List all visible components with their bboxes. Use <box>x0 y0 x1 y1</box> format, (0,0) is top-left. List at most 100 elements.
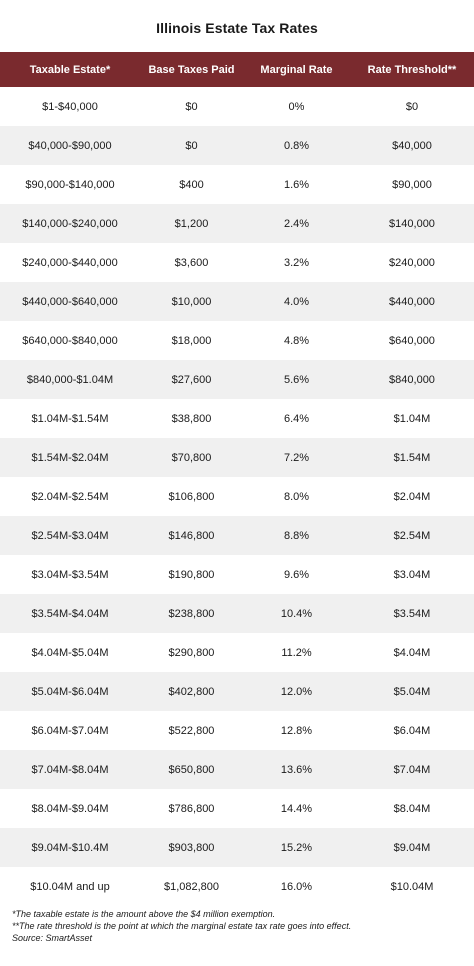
rate-threshold-cell: $640,000 <box>350 321 474 360</box>
rate-threshold-cell: $2.54M <box>350 516 474 555</box>
base-taxes-cell: $290,800 <box>140 633 243 672</box>
base-taxes-cell: $650,800 <box>140 750 243 789</box>
base-taxes-cell: $190,800 <box>140 555 243 594</box>
page-title: Illinois Estate Tax Rates <box>156 20 318 36</box>
table-row: $4.04M-$5.04M $290,800 11.2% $4.04M <box>0 633 474 672</box>
base-taxes-cell: $786,800 <box>140 789 243 828</box>
taxable-estate-cell: $5.04M-$6.04M <box>0 672 140 711</box>
marginal-rate-cell: 5.6% <box>243 360 350 399</box>
taxable-estate-cell: $7.04M-$8.04M <box>0 750 140 789</box>
taxable-estate-cell: $10.04M and up <box>0 867 140 906</box>
rate-threshold-cell: $5.04M <box>350 672 474 711</box>
marginal-rate-cell: 10.4% <box>243 594 350 633</box>
base-taxes-cell: $1,200 <box>140 204 243 243</box>
footnotes: *The taxable estate is the amount above … <box>12 908 351 944</box>
marginal-rate-cell: 4.0% <box>243 282 350 321</box>
taxable-estate-cell: $3.04M-$3.54M <box>0 555 140 594</box>
base-taxes-cell: $402,800 <box>140 672 243 711</box>
marginal-rate-cell: 3.2% <box>243 243 350 282</box>
base-taxes-cell: $70,800 <box>140 438 243 477</box>
rate-threshold-cell: $0 <box>350 87 474 126</box>
base-taxes-cell: $0 <box>140 87 243 126</box>
marginal-rate-cell: 16.0% <box>243 867 350 906</box>
footnote-rate-threshold: **The rate threshold is the point at whi… <box>12 921 352 931</box>
marginal-rate-cell: 7.2% <box>243 438 350 477</box>
rate-threshold-cell: $10.04M <box>350 867 474 906</box>
base-taxes-cell: $1,082,800 <box>140 867 243 906</box>
table-row: $10.04M and up $1,082,800 16.0% $10.04M <box>0 867 474 906</box>
taxable-estate-cell: $90,000-$140,000 <box>0 165 140 204</box>
marginal-rate-cell: 13.6% <box>243 750 350 789</box>
taxable-estate-cell: $1.04M-$1.54M <box>0 399 140 438</box>
marginal-rate-cell: 1.6% <box>243 165 350 204</box>
rate-threshold-cell: $9.04M <box>350 828 474 867</box>
table-row: $440,000-$640,000 $10,000 4.0% $440,000 <box>0 282 474 321</box>
table-row: $2.54M-$3.04M $146,800 8.8% $2.54M <box>0 516 474 555</box>
base-taxes-cell: $522,800 <box>140 711 243 750</box>
base-taxes-cell: $38,800 <box>140 399 243 438</box>
rate-threshold-cell: $3.54M <box>350 594 474 633</box>
table-row: $90,000-$140,000 $400 1.6% $90,000 <box>0 165 474 204</box>
rate-threshold-cell: $7.04M <box>350 750 474 789</box>
marginal-rate-cell: 12.0% <box>243 672 350 711</box>
taxable-estate-cell: $40,000-$90,000 <box>0 126 140 165</box>
table-body: $1-$40,000 $0 0% $0 $40,000-$90,000 $0 0.8% $40… <box>0 87 474 906</box>
marginal-rate-cell: 11.2% <box>243 633 350 672</box>
marginal-rate-cell: 0.8% <box>243 126 350 165</box>
taxable-estate-cell: $840,000-$1.04M <box>0 360 140 399</box>
marginal-rate-cell: 15.2% <box>243 828 350 867</box>
marginal-rate-cell: 8.0% <box>243 477 350 516</box>
table-row: $3.54M-$4.04M $238,800 10.4% $3.54M <box>0 594 474 633</box>
rate-threshold-cell: $8.04M <box>350 789 474 828</box>
rate-threshold-cell: $2.04M <box>350 477 474 516</box>
table-row: $5.04M-$6.04M $402,800 12.0% $5.04M <box>0 672 474 711</box>
column-header-base-taxes-paid: Base Taxes Paid <box>140 52 243 87</box>
table-row: $1-$40,000 $0 0% $0 <box>0 87 474 126</box>
table-row: $1.54M-$2.04M $70,800 7.2% $1.54M <box>0 438 474 477</box>
rate-threshold-cell: $1.04M <box>350 399 474 438</box>
marginal-rate-cell: 0% <box>243 87 350 126</box>
taxable-estate-cell: $140,000-$240,000 <box>0 204 140 243</box>
rate-threshold-cell: $240,000 <box>350 243 474 282</box>
rate-threshold-cell: $840,000 <box>350 360 474 399</box>
table-row: $7.04M-$8.04M $650,800 13.6% $7.04M <box>0 750 474 789</box>
taxable-estate-cell: $3.54M-$4.04M <box>0 594 140 633</box>
table-row: $9.04M-$10.4M $903,800 15.2% $9.04M <box>0 828 474 867</box>
table-row: $640,000-$840,000 $18,000 4.8% $640,000 <box>0 321 474 360</box>
table-row: $840,000-$1.04M $27,600 5.6% $840,000 <box>0 360 474 399</box>
source-credit: Source: SmartAsset <box>12 933 93 943</box>
base-taxes-cell: $3,600 <box>140 243 243 282</box>
rate-threshold-cell: $90,000 <box>350 165 474 204</box>
column-header-marginal-rate: Marginal Rate <box>243 52 350 87</box>
taxable-estate-cell: $2.04M-$2.54M <box>0 477 140 516</box>
taxable-estate-cell: $640,000-$840,000 <box>0 321 140 360</box>
base-taxes-cell: $18,000 <box>140 321 243 360</box>
rate-threshold-cell: $440,000 <box>350 282 474 321</box>
marginal-rate-cell: 6.4% <box>243 399 350 438</box>
base-taxes-cell: $106,800 <box>140 477 243 516</box>
marginal-rate-cell: 2.4% <box>243 204 350 243</box>
rate-threshold-cell: $6.04M <box>350 711 474 750</box>
rate-threshold-cell: $3.04M <box>350 555 474 594</box>
column-header-taxable-estate: Taxable Estate* <box>0 52 140 87</box>
base-taxes-cell: $400 <box>140 165 243 204</box>
table-row: $140,000-$240,000 $1,200 2.4% $140,000 <box>0 204 474 243</box>
taxable-estate-cell: $9.04M-$10.4M <box>0 828 140 867</box>
table-row: $3.04M-$3.54M $190,800 9.6% $3.04M <box>0 555 474 594</box>
marginal-rate-cell: 12.8% <box>243 711 350 750</box>
base-taxes-cell: $238,800 <box>140 594 243 633</box>
marginal-rate-cell: 4.8% <box>243 321 350 360</box>
table-row: $1.04M-$1.54M $38,800 6.4% $1.04M <box>0 399 474 438</box>
rate-threshold-cell: $1.54M <box>350 438 474 477</box>
taxable-estate-cell: $1-$40,000 <box>0 87 140 126</box>
marginal-rate-cell: 9.6% <box>243 555 350 594</box>
base-taxes-cell: $10,000 <box>140 282 243 321</box>
footnote-taxable-estate: *The taxable estate is the amount above … <box>12 909 276 919</box>
estate-tax-table: Taxable Estate* Base Taxes Paid Marginal… <box>0 52 474 906</box>
taxable-estate-cell: $240,000-$440,000 <box>0 243 140 282</box>
taxable-estate-cell: $6.04M-$7.04M <box>0 711 140 750</box>
column-header-rate-threshold: Rate Threshold** <box>350 52 474 87</box>
marginal-rate-cell: 8.8% <box>243 516 350 555</box>
taxable-estate-cell: $4.04M-$5.04M <box>0 633 140 672</box>
